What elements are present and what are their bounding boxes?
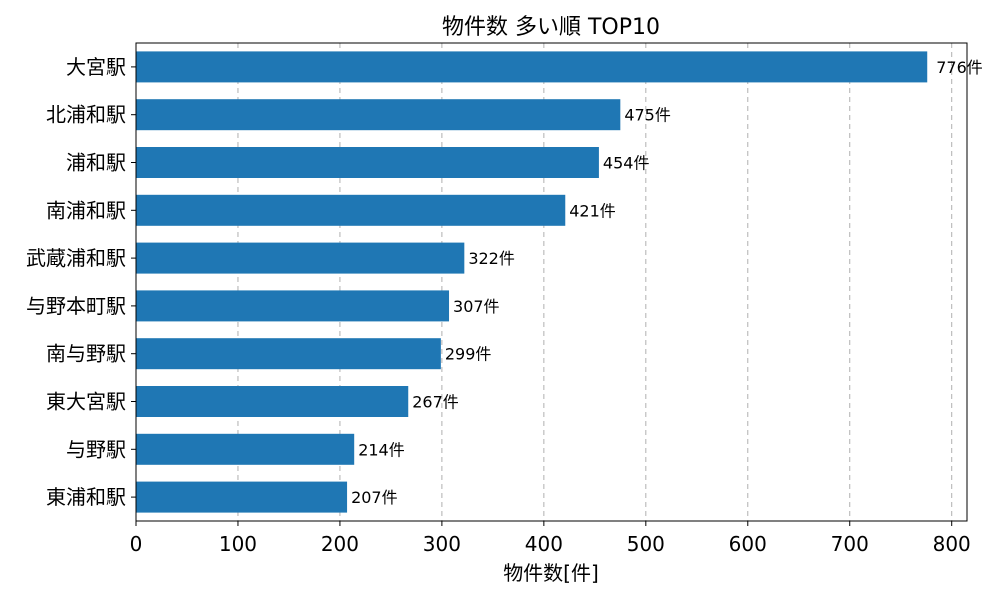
data-label: 307件 bbox=[453, 297, 500, 316]
bar bbox=[136, 147, 599, 178]
category-label: 武蔵浦和駅 bbox=[26, 246, 126, 270]
x-tick-label: 800 bbox=[933, 532, 971, 556]
data-label: 267件 bbox=[412, 393, 459, 412]
bar bbox=[136, 51, 928, 83]
data-label: 214件 bbox=[358, 440, 405, 459]
x-axis-label: 物件数[件] bbox=[503, 561, 599, 585]
x-tick-label: 400 bbox=[525, 532, 563, 556]
data-label: 299件 bbox=[445, 345, 492, 364]
bar bbox=[136, 481, 348, 513]
x-tick-label: 700 bbox=[831, 532, 869, 556]
x-tick-label: 600 bbox=[729, 532, 767, 556]
x-tick-label: 0 bbox=[130, 532, 143, 556]
x-tick-label: 200 bbox=[321, 532, 359, 556]
data-label: 776件 bbox=[936, 58, 983, 77]
category-label: 大宮駅 bbox=[66, 55, 126, 79]
data-label: 421件 bbox=[569, 201, 616, 220]
bar bbox=[136, 242, 465, 274]
bar bbox=[136, 386, 409, 417]
category-label: 浦和駅 bbox=[66, 151, 126, 175]
bars bbox=[136, 51, 928, 513]
data-label: 454件 bbox=[603, 154, 650, 173]
x-tick-label: 100 bbox=[219, 532, 257, 556]
data-label: 475件 bbox=[624, 106, 671, 125]
x-axis-ticks: 0 100 200 300 400 500 600 700 800 bbox=[130, 521, 971, 556]
bar bbox=[136, 290, 450, 322]
bar bbox=[136, 338, 441, 370]
data-labels: 776件 475件 454件 421件 322件 307件 299件 267件 214件 207件 bbox=[351, 58, 983, 507]
bar bbox=[136, 433, 355, 465]
category-label: 南浦和駅 bbox=[46, 198, 126, 222]
category-label: 与野駅 bbox=[66, 437, 126, 461]
x-tick-label: 500 bbox=[627, 532, 665, 556]
bar bbox=[136, 194, 566, 226]
bar bbox=[136, 99, 621, 131]
data-label: 207件 bbox=[351, 488, 398, 507]
x-tick-label: 300 bbox=[423, 532, 461, 556]
plot-frame bbox=[135, 42, 968, 522]
category-label: 南与野駅 bbox=[46, 342, 126, 366]
data-label: 322件 bbox=[468, 249, 515, 268]
category-label: 与野本町駅 bbox=[26, 294, 126, 318]
category-label: 東浦和駅 bbox=[46, 485, 126, 509]
category-label: 北浦和駅 bbox=[46, 103, 126, 127]
chart-title: 物件数 多い順 TOP10 bbox=[442, 15, 660, 40]
category-label: 東大宮駅 bbox=[46, 390, 126, 414]
